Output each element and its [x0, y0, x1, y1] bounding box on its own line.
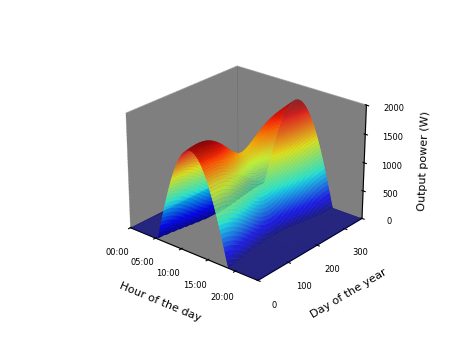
X-axis label: Hour of the day: Hour of the day: [118, 281, 202, 324]
Y-axis label: Day of the year: Day of the year: [309, 268, 389, 320]
